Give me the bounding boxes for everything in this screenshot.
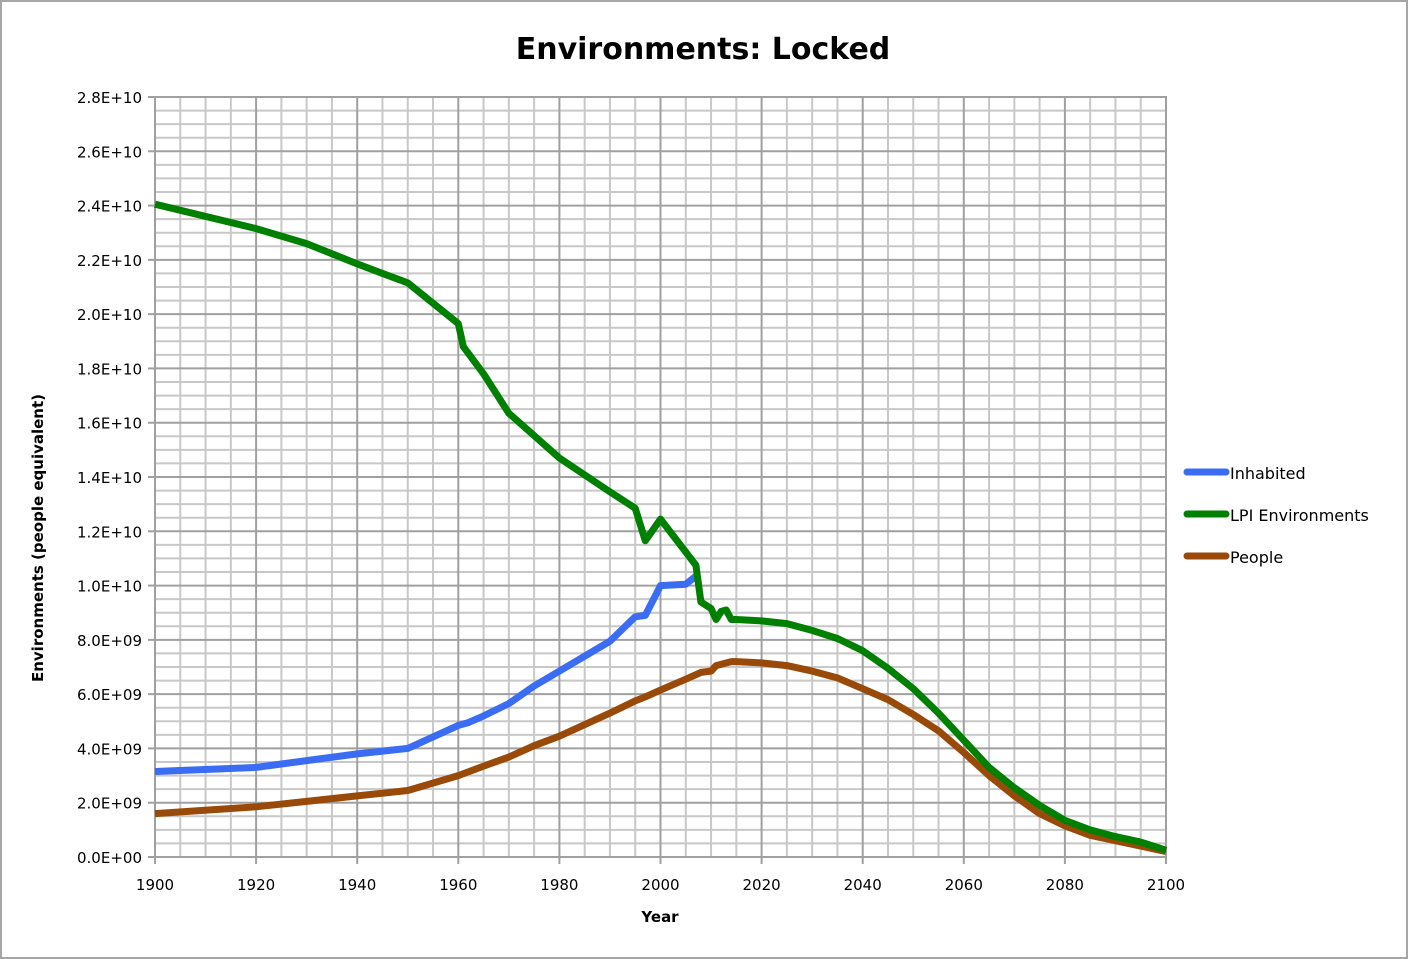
x-tick-label: 1960 <box>439 876 477 894</box>
y-tick-label: 8.0E+09 <box>77 632 142 650</box>
y-tick-label: 2.4E+10 <box>77 198 142 216</box>
legend-label-people: People <box>1230 548 1283 567</box>
y-tick-label: 2.8E+10 <box>77 89 142 107</box>
x-tick-label: 1900 <box>136 876 174 894</box>
y-tick-label: 2.0E+09 <box>77 795 142 813</box>
y-tick-label: 1.6E+10 <box>77 415 142 433</box>
y-axis-label: Environments (people equivalent) <box>29 394 47 682</box>
x-tick-label: 2000 <box>641 876 679 894</box>
legend: Inhabited LPI Environments People <box>1183 464 1369 567</box>
series-line-people <box>154 658 1167 856</box>
y-tick-label: 2.2E+10 <box>77 252 142 270</box>
x-axis-ticks: 1900 1920 1940 1960 1980 2000 2020 2040 2060 2080… <box>136 857 1185 894</box>
x-tick-label: 2020 <box>743 876 781 894</box>
y-tick-label: 2.6E+10 <box>77 143 142 161</box>
x-axis-label: Year <box>640 908 679 926</box>
x-tick-label: 1940 <box>338 876 376 894</box>
x-tick-label: 2080 <box>1046 876 1084 894</box>
y-tick-label: 6.0E+09 <box>77 686 142 704</box>
y-axis-ticks: 0.0E+00 2.0E+09 4.0E+09 6.0E+09 8.0E+09 1.0E+… <box>77 89 155 867</box>
x-tick-label: 2100 <box>1147 876 1185 894</box>
x-tick-label: 1920 <box>237 876 275 894</box>
y-tick-label: 4.0E+09 <box>77 740 142 758</box>
y-tick-label: 1.8E+10 <box>77 360 142 378</box>
x-tick-label: 2040 <box>844 876 882 894</box>
y-tick-label: 1.4E+10 <box>77 469 142 487</box>
legend-label-lpi-environments: LPI Environments <box>1230 506 1369 525</box>
y-tick-label: 1.0E+10 <box>77 578 142 596</box>
series-line-inhabited <box>154 573 699 775</box>
x-tick-label: 1980 <box>540 876 578 894</box>
legend-label-inhabited: Inhabited <box>1230 464 1306 483</box>
x-tick-label: 2060 <box>945 876 983 894</box>
y-tick-label: 0.0E+00 <box>77 849 142 867</box>
y-tick-label: 1.2E+10 <box>77 523 142 541</box>
y-tick-label: 2.0E+10 <box>77 306 142 324</box>
series-lines <box>154 200 1168 856</box>
series-line-lpi-environments <box>154 200 1168 854</box>
chart-title: Environments: Locked <box>516 32 891 67</box>
